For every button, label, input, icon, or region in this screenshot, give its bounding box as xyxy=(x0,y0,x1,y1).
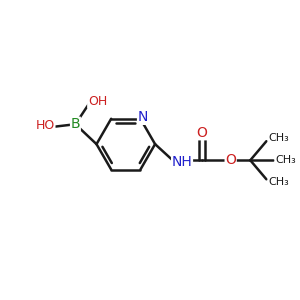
Text: CH₃: CH₃ xyxy=(275,155,296,165)
Text: CH₃: CH₃ xyxy=(268,133,289,143)
Text: O: O xyxy=(196,126,207,140)
Text: O: O xyxy=(225,153,236,167)
Text: N: N xyxy=(138,110,148,124)
Text: NH: NH xyxy=(172,155,192,169)
Text: CH₃: CH₃ xyxy=(268,177,289,187)
Text: OH: OH xyxy=(88,95,107,108)
Text: B: B xyxy=(70,117,80,131)
Text: HO: HO xyxy=(36,119,55,133)
